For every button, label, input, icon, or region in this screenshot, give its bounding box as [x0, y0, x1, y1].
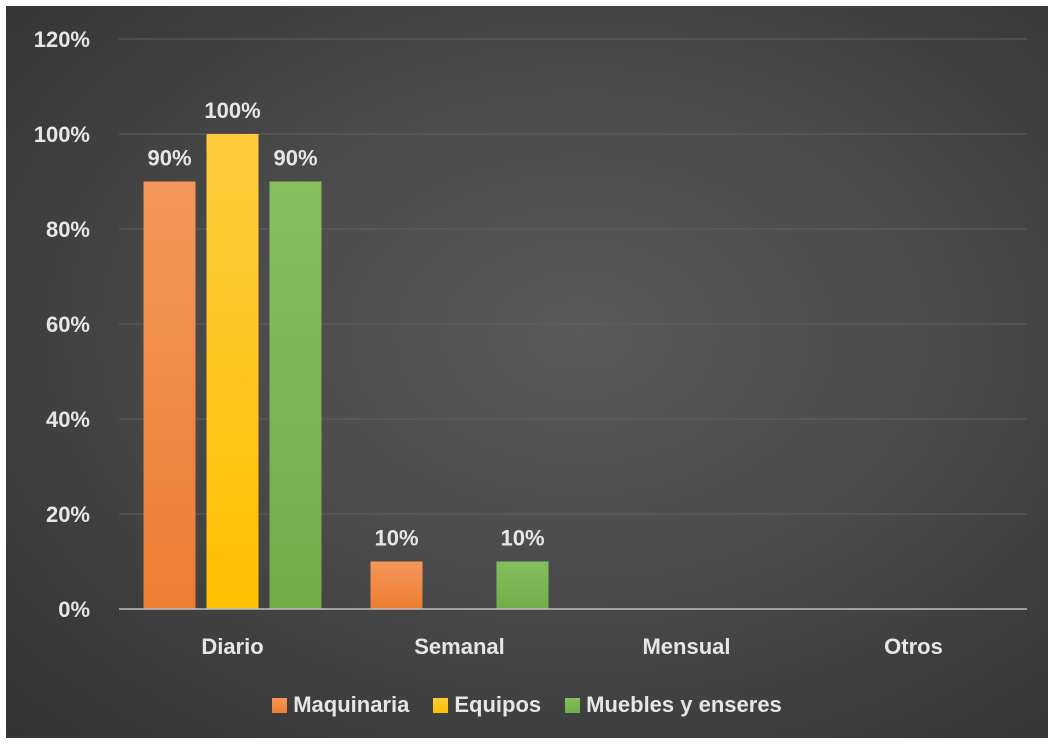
chart-frame: 0% 20% 40% 60% 80% 100% 120% 90% 100% 90% 10% 10% …: [6, 6, 1048, 738]
legend-label: Equipos: [454, 692, 542, 717]
x-tick-label: Mensual: [642, 634, 730, 659]
y-tick-label: 60%: [46, 312, 90, 337]
data-labels: 90% 100% 90% 10% 10%: [147, 98, 544, 551]
x-tick-label: Semanal: [414, 634, 505, 659]
legend: Maquinaria Equipos Muebles y enseres: [6, 692, 1048, 718]
y-tick-label: 100%: [34, 122, 90, 147]
bar-muebles-y-enseres-diario: [269, 181, 322, 609]
bar-maquinaria-semanal: [370, 561, 423, 609]
bar-muebles-y-enseres-semanal: [496, 561, 549, 609]
y-tick-label: 20%: [46, 502, 90, 527]
legend-swatch: [433, 697, 449, 713]
y-tick-label: 0%: [58, 597, 90, 622]
legend-item: Muebles y enseres: [565, 692, 782, 718]
data-label: 90%: [273, 146, 317, 171]
legend-item: Maquinaria: [272, 692, 409, 718]
legend-swatch: [272, 697, 288, 713]
x-tick-label: Diario: [201, 634, 263, 659]
bar-maquinaria-diario: [143, 181, 196, 609]
y-tick-label: 120%: [34, 27, 90, 52]
data-label: 10%: [500, 526, 544, 551]
data-label: 90%: [147, 146, 191, 171]
data-label: 100%: [204, 98, 260, 123]
x-tick-label: Otros: [884, 634, 943, 659]
x-axis: Diario Semanal Mensual Otros: [119, 608, 1027, 659]
y-tick-label: 80%: [46, 217, 90, 242]
bars: [143, 134, 549, 609]
legend-item: Equipos: [433, 692, 541, 718]
legend-label: Maquinaria: [293, 692, 410, 717]
y-axis-tick-labels: 0% 20% 40% 60% 80% 100% 120%: [34, 27, 90, 622]
legend-label: Muebles y enseres: [586, 692, 782, 717]
bar-chart: 0%20%40%60%80%100%120% 90%100%90%10% 10% …: [34, 27, 1027, 659]
bar-equipos-diario: [206, 134, 259, 609]
data-label: 10%: [374, 526, 418, 551]
legend-swatch: [565, 697, 581, 713]
y-tick-label: 40%: [46, 407, 90, 432]
